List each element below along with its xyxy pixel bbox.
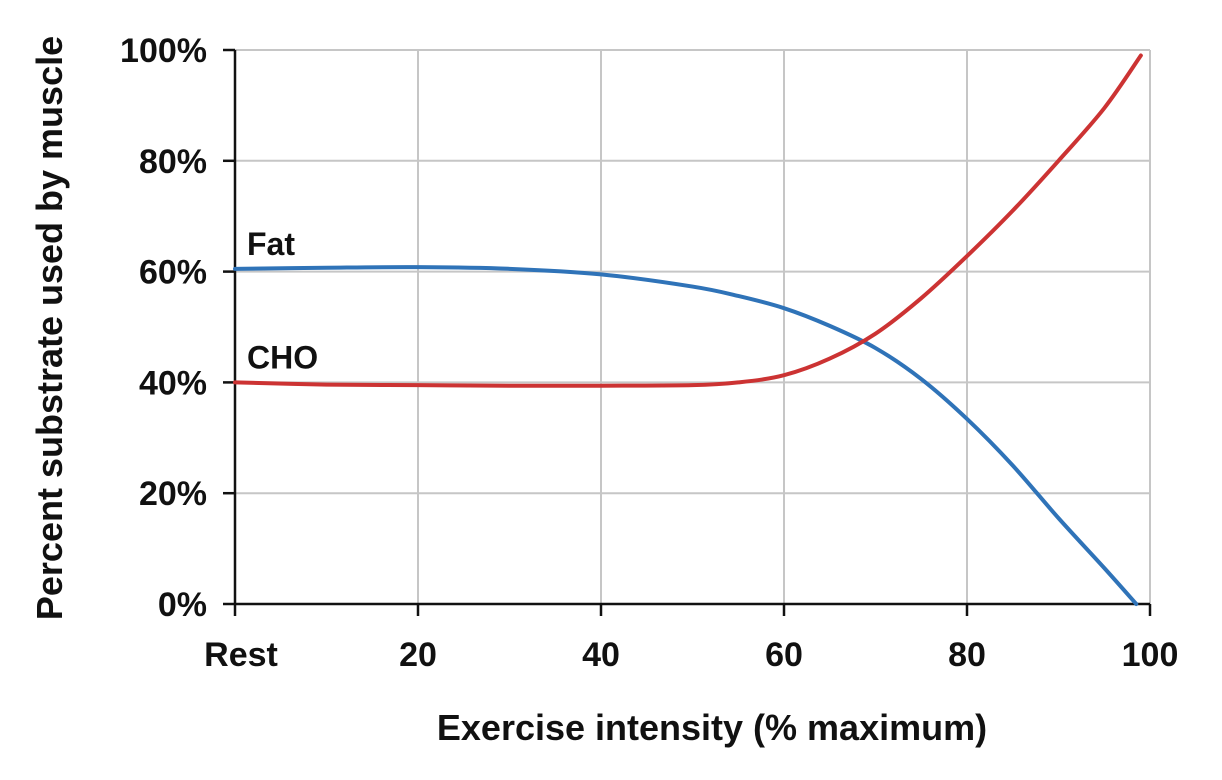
x-tick-label: Rest [204,636,278,674]
y-tick-label: 0% [158,586,207,624]
x-tick-label: 40 [582,636,620,674]
series-label-fat: Fat [247,226,295,262]
series-line-cho [233,53,1143,388]
x-tick-label: 80 [948,636,986,674]
y-tick-label: 100% [120,32,207,70]
x-tick-label: 60 [765,636,803,674]
x-axis-title: Exercise intensity (% maximum) [437,707,987,748]
tick-labels: Rest 20 40 60 80 100 0% 20% 40% 60% 80% 100% [120,32,1178,674]
series-line-fat [233,265,1139,606]
y-axis-title: Percent substrate used by muscle [29,36,70,620]
y-tick-label: 60% [139,254,207,292]
grid [235,49,1151,604]
series-labels: Fat CHO [247,226,318,376]
axes [223,48,1152,616]
series-lines [233,53,1143,606]
series-label-cho: CHO [247,339,318,375]
y-tick-label: 40% [139,364,207,402]
x-tick-label: 100 [1122,636,1179,674]
x-tick-label: 20 [399,636,437,674]
y-tick-label: 80% [139,143,207,181]
y-tick-label: 20% [139,475,207,513]
